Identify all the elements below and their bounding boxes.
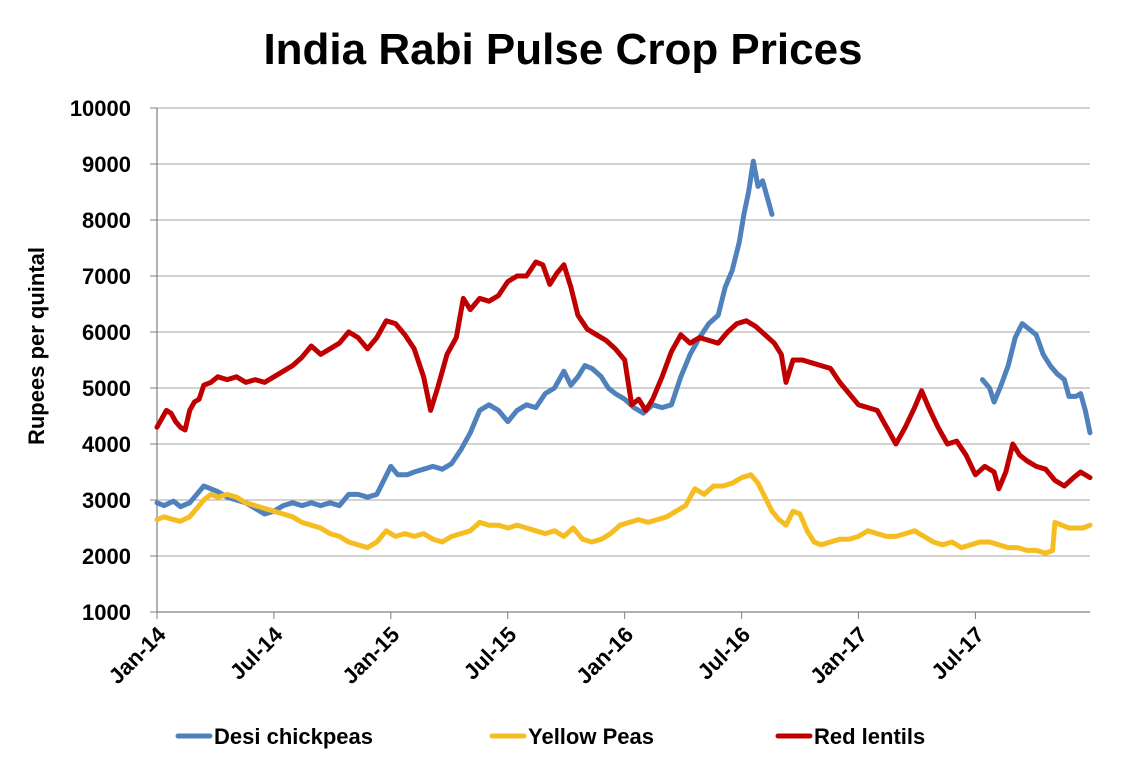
x-tick-label: Jul-14 <box>225 621 288 684</box>
y-tick-label: 4000 <box>82 432 131 457</box>
legend-label: Yellow Peas <box>528 724 654 749</box>
y-tick-label: 8000 <box>82 208 131 233</box>
x-tick-label: Jul-15 <box>459 622 522 685</box>
x-tick-labels: Jan-14 Jul-14 Jan-15 Jul-15 Jan-16 Jul-16 Jan-… <box>104 621 989 689</box>
legend-label: Red lentils <box>814 724 925 749</box>
series-line-desi-chickpeas <box>979 321 1093 436</box>
series-line-red-lentils <box>154 259 1093 492</box>
y-tick-label: 6000 <box>82 320 131 345</box>
x-tick-label: Jul-16 <box>692 622 755 685</box>
axes <box>156 108 1090 619</box>
y-tick-labels: 1000 2000 3000 4000 5000 6000 7000 8000 9000 1000… <box>70 96 131 625</box>
y-tick-label: 1000 <box>82 600 131 625</box>
gridlines <box>150 107 1090 613</box>
y-tick-label: 7000 <box>82 264 131 289</box>
series-lines <box>154 158 1093 556</box>
x-tick-label: Jul-17 <box>926 622 989 685</box>
x-tick-label: Jan-17 <box>805 622 872 689</box>
x-tick-label: Jan-15 <box>337 622 404 689</box>
series-line-yellow-peas <box>154 472 1093 556</box>
y-tick-label: 2000 <box>82 544 131 569</box>
x-tick-label: Jan-14 <box>104 621 172 689</box>
y-tick-label: 3000 <box>82 488 131 513</box>
legend-label: Desi chickpeas <box>214 724 373 749</box>
y-tick-label: 5000 <box>82 376 131 401</box>
x-tick-label: Jan-16 <box>571 622 638 689</box>
series-line-desi-chickpeas <box>154 158 775 517</box>
y-axis-label: Rupees per quintal <box>24 247 49 445</box>
y-tick-label: 10000 <box>70 96 131 121</box>
y-tick-label: 9000 <box>82 152 131 177</box>
chart-title: India Rabi Pulse Crop Prices <box>263 25 862 74</box>
legend: Desi chickpeas Yellow Peas Red lentils <box>175 724 925 749</box>
